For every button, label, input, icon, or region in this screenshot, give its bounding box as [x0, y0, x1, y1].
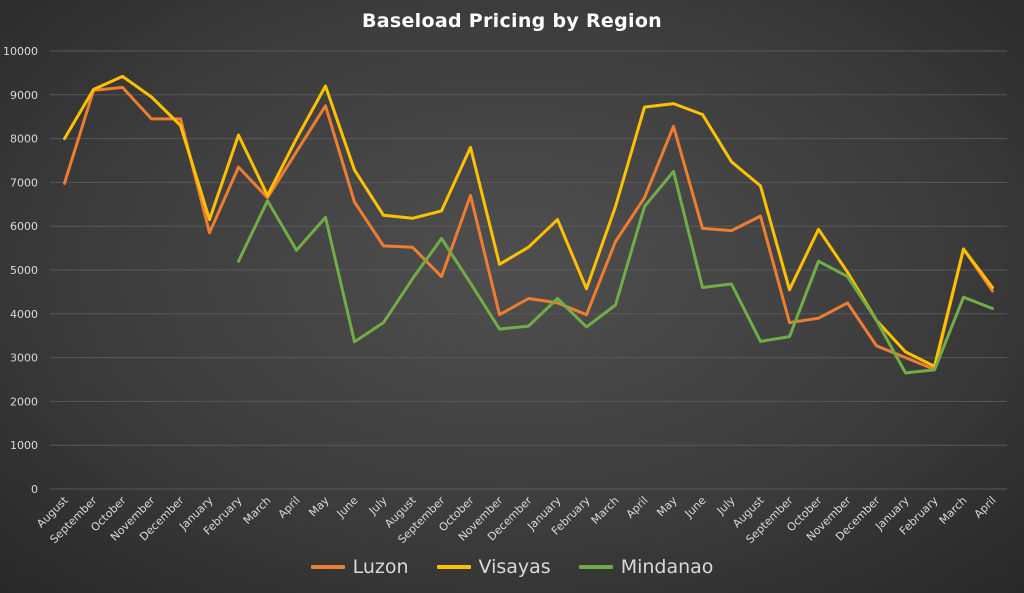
legend: Luzon Visayas Mindanao: [0, 556, 1024, 578]
legend-label-visayas: Visayas: [478, 556, 551, 578]
x-tick-label: March: [241, 494, 274, 527]
legend-item-luzon: Luzon: [310, 556, 409, 578]
legend-label-mindanao: Mindanao: [620, 556, 714, 578]
series-line-mindanao: [237, 169, 994, 375]
y-tick-label: 3000: [10, 352, 38, 365]
x-tick-label: June: [682, 494, 709, 521]
legend-item-mindanao: Mindanao: [578, 556, 714, 578]
y-tick-label: 0: [31, 483, 38, 496]
legend-swatch-visayas: [436, 565, 471, 569]
x-tick-label: April: [276, 494, 303, 521]
x-tick-label: March: [589, 494, 622, 527]
x-tick-label: July: [366, 494, 390, 518]
chart-title: Baseload Pricing by Region: [361, 10, 663, 32]
x-tick-label: June: [334, 494, 361, 521]
y-tick-label: 7000: [10, 176, 38, 189]
y-tick-label: 5000: [10, 264, 38, 277]
y-tick-label: 10000: [3, 45, 38, 58]
legend-label-luzon: Luzon: [352, 556, 409, 578]
x-tick-label: May: [306, 494, 332, 520]
y-tick-label: 4000: [10, 308, 38, 321]
x-tick-label: May: [654, 494, 680, 520]
y-tick-label: 6000: [10, 220, 38, 233]
legend-swatch-mindanao: [578, 565, 613, 569]
y-tick-label: 9000: [10, 89, 38, 102]
x-tick-label: April: [624, 494, 651, 521]
y-tick-label: 2000: [10, 395, 38, 408]
x-tick-label: July: [714, 494, 738, 518]
y-tick-label: 8000: [10, 133, 38, 146]
x-tick-label: April: [972, 494, 999, 521]
y-tick-label: 1000: [10, 439, 38, 452]
x-tick-label: March: [937, 494, 970, 527]
series-line-luzon: [63, 85, 994, 371]
series-line-visayas: [63, 74, 994, 368]
legend-item-visayas: Visayas: [436, 556, 551, 578]
legend-swatch-luzon: [310, 565, 345, 569]
